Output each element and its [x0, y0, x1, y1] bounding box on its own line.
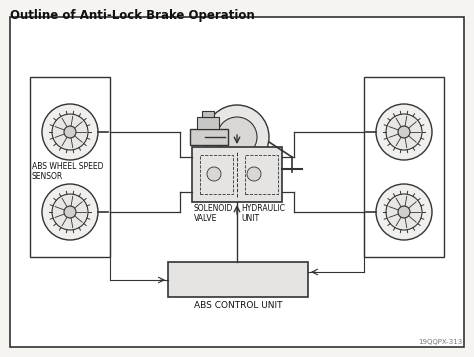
- Bar: [200, 155, 233, 194]
- Text: 19QQPX-313: 19QQPX-313: [418, 339, 462, 345]
- Text: ABS CONTROL UNIT: ABS CONTROL UNIT: [194, 301, 282, 310]
- Circle shape: [205, 105, 269, 169]
- Circle shape: [386, 114, 422, 150]
- Bar: [30, 77, 110, 257]
- Bar: [364, 77, 444, 257]
- Circle shape: [376, 104, 432, 160]
- Bar: [168, 262, 308, 297]
- Circle shape: [42, 104, 98, 160]
- Circle shape: [247, 167, 261, 181]
- Bar: [197, 117, 219, 129]
- Text: SOLENOID
VALVE: SOLENOID VALVE: [194, 204, 233, 223]
- Circle shape: [398, 126, 410, 138]
- Circle shape: [64, 126, 76, 138]
- Circle shape: [376, 184, 432, 240]
- Circle shape: [42, 184, 98, 240]
- Circle shape: [386, 194, 422, 230]
- Text: Outline of Anti-Lock Brake Operation: Outline of Anti-Lock Brake Operation: [10, 9, 255, 22]
- Circle shape: [217, 117, 257, 157]
- Circle shape: [64, 206, 76, 218]
- Circle shape: [52, 194, 88, 230]
- Bar: [245, 155, 278, 194]
- Circle shape: [398, 206, 410, 218]
- Bar: [202, 111, 214, 117]
- Text: ABS WHEEL SPEED
SENSOR: ABS WHEEL SPEED SENSOR: [32, 162, 103, 181]
- Circle shape: [207, 167, 221, 181]
- Circle shape: [52, 114, 88, 150]
- Bar: [192, 147, 282, 202]
- Bar: [190, 129, 228, 145]
- Text: HYDRAULIC
UNIT: HYDRAULIC UNIT: [241, 204, 285, 223]
